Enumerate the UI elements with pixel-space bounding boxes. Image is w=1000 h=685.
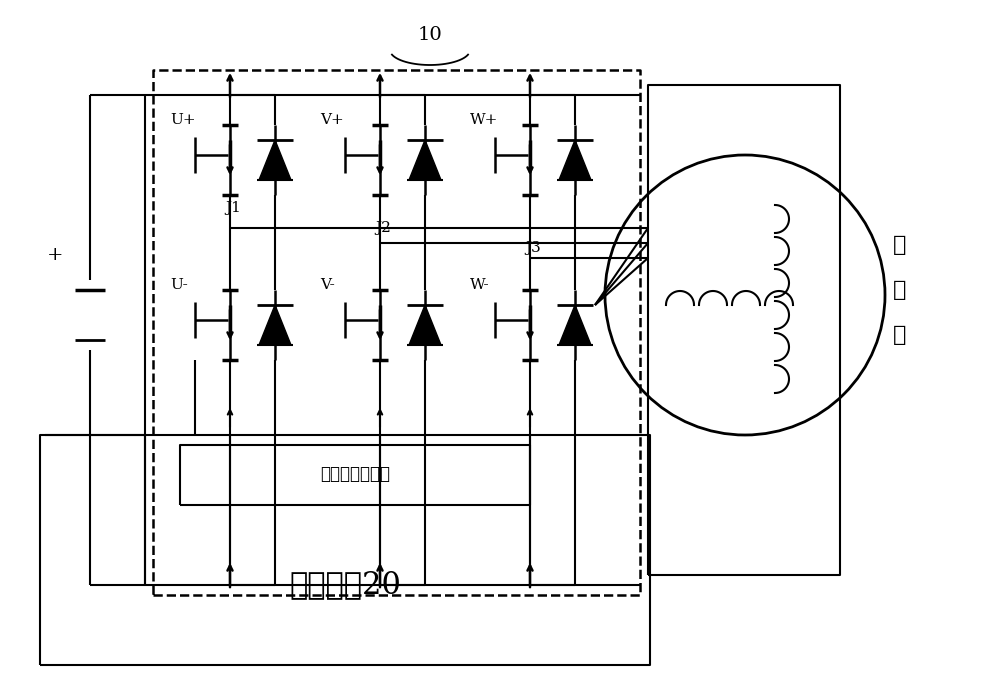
Text: V-: V- [320, 278, 335, 292]
Polygon shape [559, 305, 591, 345]
Text: V+: V+ [320, 113, 344, 127]
Text: J1: J1 [225, 201, 241, 215]
Text: 压缩机驱动信号: 压缩机驱动信号 [320, 466, 390, 484]
Polygon shape [409, 140, 441, 180]
Text: 10: 10 [418, 26, 442, 44]
Text: 压: 压 [893, 234, 907, 256]
Text: W+: W+ [470, 113, 498, 127]
Polygon shape [259, 140, 291, 180]
Text: U+: U+ [170, 113, 196, 127]
Text: +: + [47, 246, 63, 264]
Polygon shape [259, 305, 291, 345]
Text: 机: 机 [893, 324, 907, 346]
Polygon shape [559, 140, 591, 180]
Text: J3: J3 [525, 241, 541, 255]
Text: U-: U- [170, 278, 188, 292]
Polygon shape [409, 305, 441, 345]
Text: 缩: 缩 [893, 279, 907, 301]
Text: J2: J2 [375, 221, 391, 235]
Text: 控制模块20: 控制模块20 [289, 569, 401, 601]
Text: W-: W- [470, 278, 490, 292]
